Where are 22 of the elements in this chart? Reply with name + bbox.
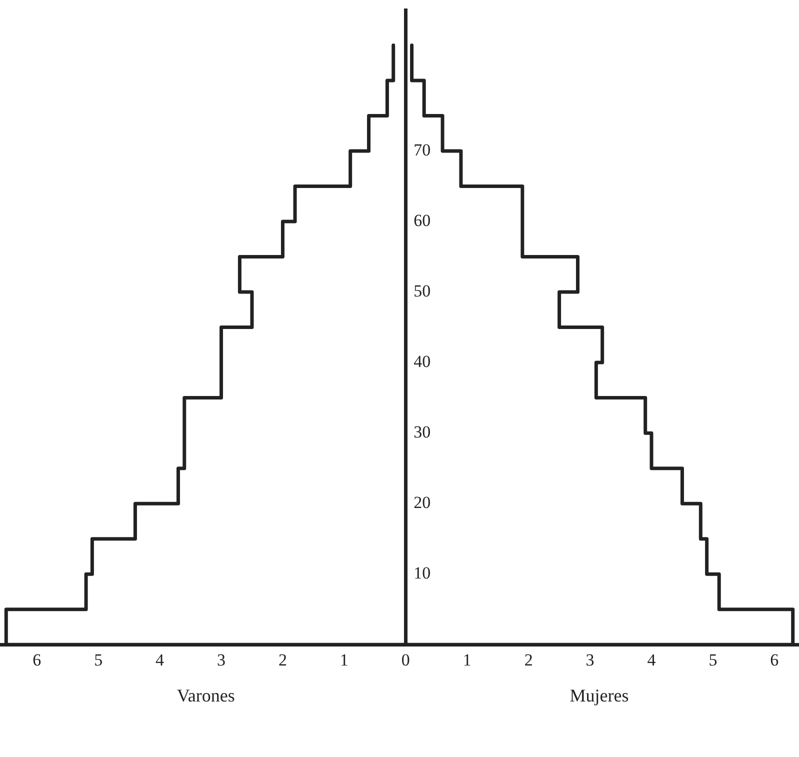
x-tick-label: 1 bbox=[462, 650, 472, 670]
x-tick-label: 2 bbox=[524, 650, 533, 670]
x-tick-label: 4 bbox=[647, 650, 656, 670]
text: Mujeres bbox=[570, 685, 629, 706]
x-tick-label: 0 bbox=[401, 650, 410, 670]
y-tick-label: 30 bbox=[414, 422, 431, 442]
x-tick-label: 5 bbox=[94, 650, 103, 670]
x-tick-label: 6 bbox=[32, 650, 42, 670]
y-tick-label: 20 bbox=[414, 493, 431, 512]
text: Varones bbox=[176, 685, 235, 706]
x-tick-label: 3 bbox=[217, 650, 226, 670]
x-tick-label: 1 bbox=[340, 650, 348, 670]
y-tick-label: 40 bbox=[414, 352, 431, 372]
x-tick-label: 3 bbox=[586, 650, 594, 670]
y-tick-label: 60 bbox=[414, 211, 431, 230]
y-tick-label: 10 bbox=[414, 564, 431, 583]
x-tick-label: 2 bbox=[278, 650, 287, 670]
x-tick-label: 5 bbox=[708, 650, 718, 670]
x-tick-label: 6 bbox=[770, 650, 779, 670]
y-tick-label: 50 bbox=[414, 282, 431, 301]
x-tick-label: 4 bbox=[156, 650, 165, 670]
y-tick-label: 70 bbox=[414, 140, 431, 160]
